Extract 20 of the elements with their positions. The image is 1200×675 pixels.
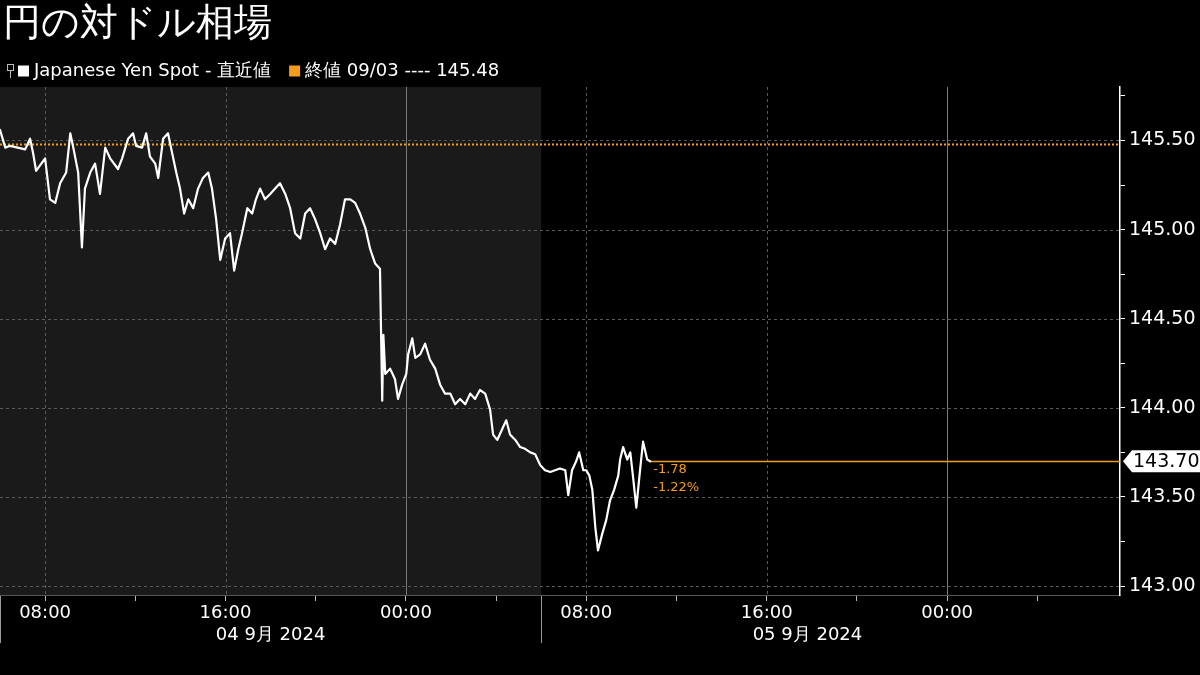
legend-label: Japanese Yen Spot - 直近値 <box>33 58 272 80</box>
text: 04 9月 2024 <box>215 622 326 644</box>
x-tick-label: 16:00 <box>740 601 793 623</box>
chart-title: 円の対ドル相場 <box>3 0 272 44</box>
legend-label: 終値 09/03 ---- 145.48 <box>304 58 500 80</box>
y-tick-label: 143.50 <box>1129 483 1196 506</box>
ref-line-label: 143.70 <box>1133 449 1200 472</box>
x-tick-label: 16:00 <box>199 601 252 623</box>
y-tick-label: 145.00 <box>1129 216 1196 239</box>
x-tick-label: 08:00 <box>19 601 72 623</box>
annotation: -1.78 <box>653 460 687 476</box>
y-tick-label: 143.00 <box>1129 573 1196 596</box>
y-tick-label: 144.50 <box>1129 305 1196 328</box>
y-tick-label: 144.00 <box>1129 394 1196 417</box>
x-tick-label: 00:00 <box>379 601 432 623</box>
annotation: -1.22% <box>653 478 700 494</box>
text: 05 9月 2024 <box>752 622 863 644</box>
x-tick-label: 00:00 <box>921 601 974 623</box>
x-tick-label: 08:00 <box>560 601 613 623</box>
y-tick-label: 145.50 <box>1129 127 1196 150</box>
